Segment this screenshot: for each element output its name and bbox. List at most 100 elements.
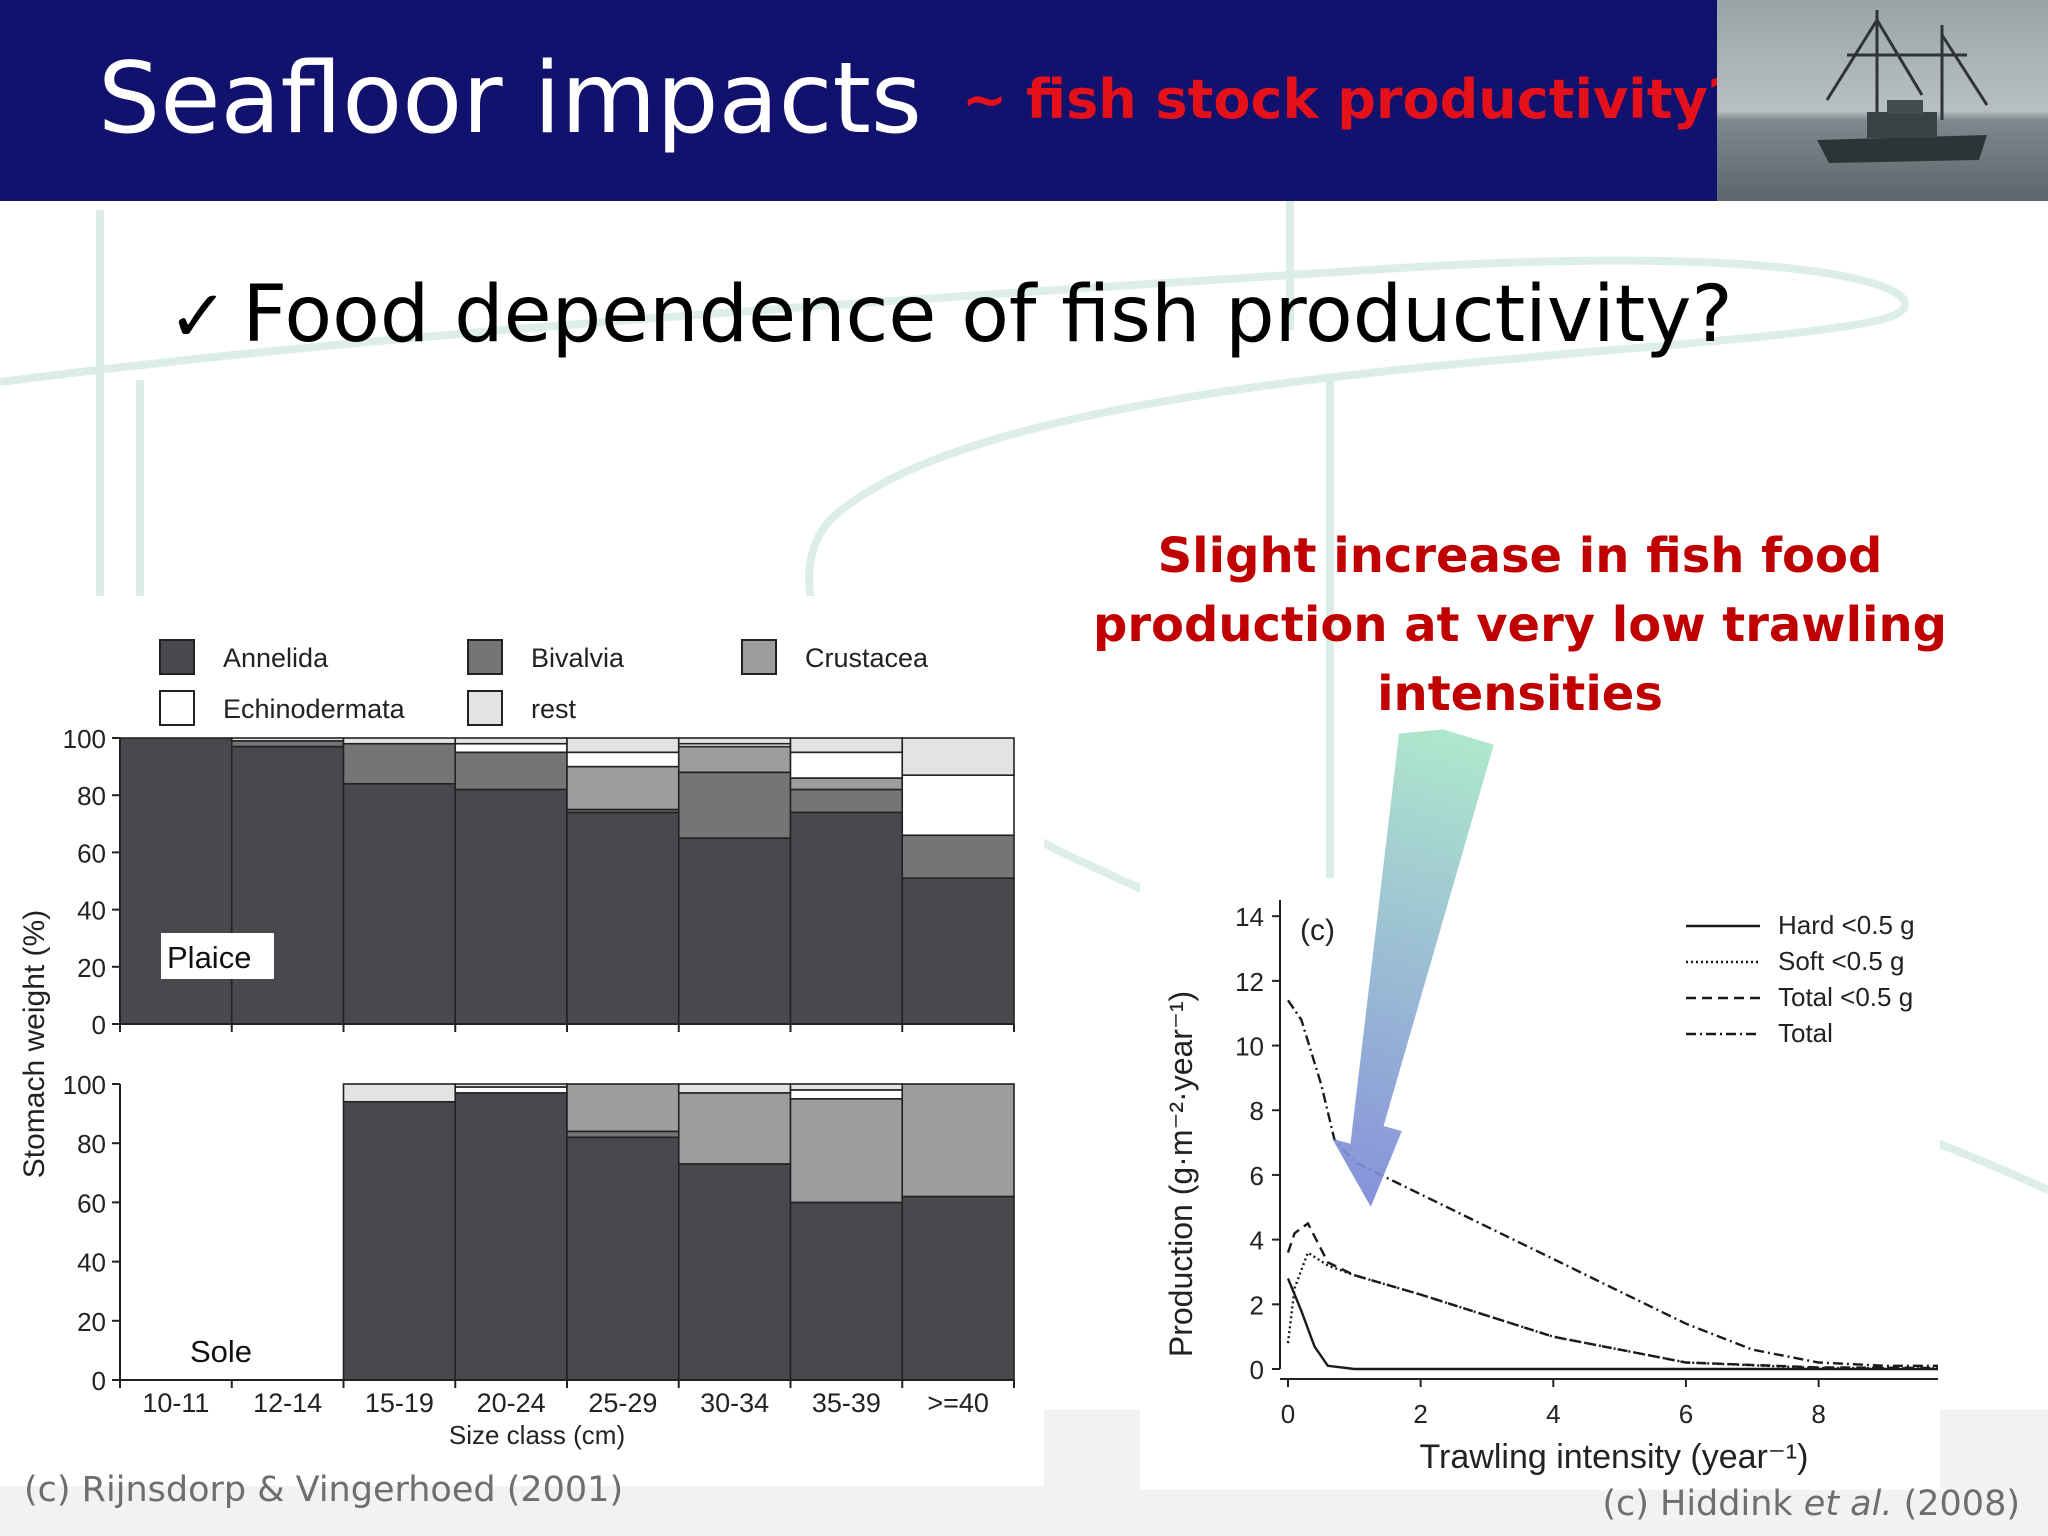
legend-swatch <box>467 690 503 726</box>
series-line <box>1286 1250 1939 1370</box>
legend-label: Hard <0.5 g <box>1778 910 1915 940</box>
credit-right: (c) Hiddink et al. (2008) <box>1602 1484 2020 1524</box>
bar-segment <box>566 765 680 811</box>
bar-segment <box>230 740 345 748</box>
y-tick-label: 14 <box>1235 902 1264 932</box>
bar-segment <box>230 737 345 742</box>
y-tick-label: 40 <box>77 896 106 926</box>
legend-swatch <box>159 690 195 726</box>
bar-segment <box>230 745 345 1025</box>
y-tick-label: 12 <box>1235 967 1264 997</box>
credit-right-suffix: (2008) <box>1892 1484 2020 1524</box>
y-tick-label: 100 <box>63 724 106 754</box>
y-tick-label: 60 <box>77 1188 106 1218</box>
legend-label: Soft <0.5 g <box>1778 946 1904 976</box>
bar-segment <box>789 788 904 814</box>
bar-segment <box>677 1163 792 1381</box>
header-bar: Seafloor impacts ~ fish stock productivi… <box>0 0 1739 201</box>
y-axis-title: Stomach weight (%) <box>18 910 51 1178</box>
bullet-point: ✓ Food dependence of fish productivity? <box>168 270 1733 360</box>
legend-swatch <box>741 639 777 675</box>
y-tick-label: 0 <box>92 1366 106 1396</box>
production-chart-panel: 0 2 4 6 8 10 12 14 0 2 4 6 8 (c) Trawling intensity (y… <box>1140 878 1940 1490</box>
bar-segment <box>342 782 457 1025</box>
legend-label: Total <box>1778 1018 1833 1048</box>
x-tick-label: 12-14 <box>253 1388 322 1418</box>
bar-segment <box>789 737 904 754</box>
bar-segment <box>677 745 792 774</box>
panel-label: Sole <box>190 1334 252 1369</box>
y-tick-label: 0 <box>1250 1355 1264 1385</box>
x-tick-label: 6 <box>1679 1399 1693 1429</box>
annotation-line: production at very low trawling <box>1092 597 1948 653</box>
bar-segment <box>789 811 904 1025</box>
bar-segment <box>789 777 904 791</box>
bar-segment <box>342 742 457 785</box>
panel-label: Plaice <box>167 940 251 975</box>
bar-segment <box>901 834 1015 879</box>
bar-segment <box>454 751 568 791</box>
y-tick-label: 80 <box>77 1129 106 1159</box>
bullet-text: Food dependence of fish productivity? <box>242 270 1733 360</box>
panel-sole: 0 20 40 60 80 100 Sole <box>63 1070 1015 1396</box>
legend-label: Annelida <box>223 643 329 673</box>
bar-segment <box>789 1083 904 1091</box>
y-tick-label: 8 <box>1250 1096 1264 1126</box>
credit-left: (c) Rijnsdorp & Vingerhoed (2001) <box>24 1470 624 1510</box>
bar-segment <box>119 737 233 1025</box>
y-tick-label: 2 <box>1250 1290 1264 1320</box>
series-line <box>1286 1221 1939 1370</box>
bar-segment <box>901 1083 1015 1198</box>
slide-subtitle: ~ fish stock productivity? <box>962 68 1740 131</box>
stomach-content-chart: Annelida Bivalvia Crustacea Echinodermata re… <box>18 639 1015 1450</box>
x-tick-label: 0 <box>1281 1399 1295 1429</box>
y-tick-label: 100 <box>63 1070 106 1100</box>
legend-label: Total <0.5 g <box>1778 982 1913 1012</box>
series-line <box>1287 999 1938 1367</box>
credit-right-etal: et al. <box>1803 1484 1893 1524</box>
y-tick-label: 0 <box>92 1010 106 1040</box>
bar-segment <box>677 1092 792 1165</box>
x-tick-label: 2 <box>1413 1399 1427 1429</box>
y-tick-label: 60 <box>77 838 106 868</box>
y-tick-label: 80 <box>77 781 106 811</box>
bar-segment <box>566 1083 680 1133</box>
series-line <box>1286 1277 1938 1371</box>
slide-title: Seafloor impacts <box>98 42 922 156</box>
bar-segment <box>566 1136 680 1381</box>
bar-segment <box>566 751 680 768</box>
bar-segment <box>454 742 568 754</box>
bar-segment <box>342 1083 457 1103</box>
bar-segment <box>677 737 792 745</box>
bar-segment <box>342 1100 457 1381</box>
bar-segment <box>789 1089 904 1100</box>
legend-label: rest <box>531 694 577 724</box>
x-tick-label: 25-29 <box>588 1388 657 1418</box>
x-tick-label: 20-24 <box>477 1388 546 1418</box>
bar-segment <box>454 1083 568 1088</box>
x-tick-label: 10-11 <box>142 1388 209 1418</box>
y-tick-label: 20 <box>77 1307 106 1337</box>
x-tick-label: 35-39 <box>812 1388 881 1418</box>
bar-segment <box>901 774 1015 837</box>
annotation-line: intensities <box>1377 666 1663 722</box>
legend-swatch <box>159 639 195 675</box>
legend-swatch <box>467 639 503 675</box>
panel-label: (c) <box>1300 914 1335 947</box>
x-tick-label: 4 <box>1546 1399 1560 1429</box>
bar-segment <box>566 737 680 754</box>
annotation-line: Slight increase in fish food <box>1157 528 1883 584</box>
y-axis-title: Production (g·m⁻²·year⁻¹) <box>1163 991 1199 1357</box>
bar-segment <box>566 1130 680 1139</box>
production-chart: 0 2 4 6 8 10 12 14 0 2 4 6 8 (c) Trawling intensity (y… <box>1163 900 1939 1476</box>
bar-segment <box>901 1195 1015 1381</box>
bar-segment <box>901 877 1015 1025</box>
bar-segment <box>454 788 568 1025</box>
bar-segment <box>677 837 792 1025</box>
trawler-boat-image <box>1717 0 2048 201</box>
x-tick-label: 30-34 <box>700 1388 769 1418</box>
checkmark-icon: ✓ <box>168 274 229 358</box>
annotation-text: Slight increase in fish food production … <box>1080 522 1960 729</box>
x-axis-title: Trawling intensity (year⁻¹) <box>1420 1438 1809 1476</box>
panel-label-box <box>161 933 274 979</box>
